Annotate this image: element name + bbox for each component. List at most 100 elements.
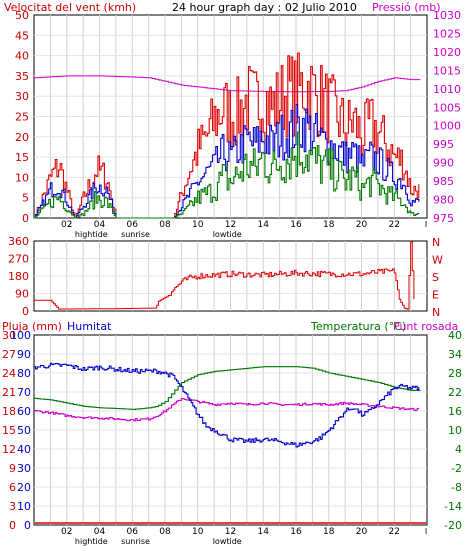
temperature-tick-label: 4: [455, 443, 462, 456]
panel1-wind-axis: 0 5 10 15 20 25 30 35 40 45 50: [15, 9, 29, 225]
temperature-tick-label: -20: [444, 519, 462, 532]
humidity-tick-label: 0: [24, 519, 31, 532]
x-tick-label: 22: [389, 527, 400, 537]
pressure-tick-label: 975: [433, 212, 454, 225]
rain-tick-label: 24: [2, 367, 16, 380]
compass-label: E: [432, 289, 439, 302]
temperature-tick-label: -14: [444, 500, 462, 513]
temperature-tick-label: 22: [448, 386, 462, 399]
pressure-title: Pressió (mb): [372, 1, 441, 14]
pressure-tick-label: 1015: [433, 64, 461, 77]
x-tick-label: 10: [192, 527, 204, 537]
direction-tick-label: 90: [15, 288, 29, 301]
x-tick-label: 08: [159, 220, 171, 230]
rain-tick-label: 18: [2, 405, 16, 418]
temperature-tick-label: -2: [451, 462, 462, 475]
wind-average-line: [34, 104, 420, 219]
compass-label: W: [432, 254, 443, 267]
wind-tick-label: 30: [15, 90, 29, 103]
pressure-tick-label: 1030: [433, 9, 461, 22]
temperature-tick-label: 40: [448, 329, 462, 342]
wind-tick-label: 5: [22, 192, 29, 205]
x-tick-label: 20: [356, 527, 368, 537]
wind-tick-label: 25: [15, 111, 29, 124]
compass-label: N: [432, 306, 440, 319]
wind-tick-label: 40: [15, 50, 29, 63]
x-tick-label: 02: [61, 220, 72, 230]
wind-tick-label: 20: [15, 131, 29, 144]
pressure-tick-label: 990: [433, 157, 454, 170]
x-tick-label: 12: [225, 527, 236, 537]
x-tick-label: 04: [94, 527, 106, 537]
wind-min-line: [34, 131, 420, 219]
pressure-tick-label: 980: [433, 194, 454, 207]
compass-label: N: [432, 236, 440, 249]
x-tick-label: 02: [61, 527, 72, 537]
x-tick-label: 14: [258, 220, 270, 230]
humidity-tick-label: 70: [17, 386, 31, 399]
x-event-label: hightide: [75, 537, 108, 546]
rain-tick-label: 9: [9, 462, 16, 475]
wind-gust-line: [34, 52, 420, 219]
wind-tick-label: 50: [15, 9, 29, 22]
wind-tick-label: 15: [15, 151, 29, 164]
rain-tick-label: 21: [2, 386, 16, 399]
temperature-tick-label: 34: [448, 348, 462, 361]
panel2-series: [34, 241, 415, 310]
dewpoint-line: [34, 398, 420, 422]
x-tick-label: 06: [127, 220, 139, 230]
x-tick-label: I: [425, 527, 427, 536]
pressure-tick-label: 1020: [433, 46, 461, 59]
humidity-tick-label: 80: [17, 367, 31, 380]
panel1-pressure-axis: 975 980 985 990 995 1000 1005 1010 1015 1020 1025 1…: [433, 9, 461, 225]
x-tick-label: 08: [159, 527, 171, 537]
humidity-tick-label: 90: [17, 348, 31, 361]
humidity-title: Humitat: [67, 320, 112, 333]
pressure-line: [34, 75, 421, 93]
rain-tick-label: 3: [9, 500, 16, 513]
pressure-tick-label: 1000: [433, 120, 461, 133]
humidity-tick-label: 10: [17, 500, 31, 513]
direction-tick-label: 360: [8, 235, 29, 248]
direction-tick-label: 270: [8, 253, 29, 266]
wind-direction-line: [34, 241, 415, 310]
panel1-series: [34, 52, 421, 219]
x-tick-label: 06: [127, 527, 139, 537]
x-tick-label: 20: [356, 220, 368, 230]
wind-tick-label: 0: [22, 212, 29, 225]
x-tick-label: 12: [225, 220, 236, 230]
x-tick-label: 16: [290, 527, 302, 537]
x-tick-label: 10: [192, 220, 204, 230]
x-event-label: lowtide: [213, 537, 242, 546]
x-tick-label: 16: [290, 220, 302, 230]
temperature-tick-label: -8: [451, 481, 462, 494]
panel3-temperature-axis: -20 -14 -8 -2 4 10 16 22 28 34 40: [444, 329, 462, 532]
wind-speed-title: Velocitat del vent (kmh): [4, 1, 136, 14]
panel-wind-pressure: Velocitat del vent (kmh) 24 hour graph d…: [4, 1, 461, 239]
dewpoint-title: Punt rosada: [393, 320, 458, 333]
humidity-tick-label: 20: [17, 481, 31, 494]
x-tick-label: 04: [94, 220, 106, 230]
temperature-tick-label: 28: [448, 367, 462, 380]
temperature-tick-label: 10: [448, 424, 462, 437]
wind-tick-label: 45: [15, 29, 29, 42]
x-tick-label: I: [425, 220, 427, 229]
pressure-tick-label: 985: [433, 175, 454, 188]
humidity-tick-label: 100: [10, 329, 31, 342]
x-tick-label: 22: [389, 220, 400, 230]
humidity-tick-label: 60: [17, 405, 31, 418]
rain-tick-label: 12: [2, 443, 16, 456]
direction-tick-label: 180: [8, 270, 29, 283]
x-event-label: hightide: [75, 230, 108, 239]
pressure-tick-label: 1010: [433, 83, 461, 96]
humidity-tick-label: 40: [17, 443, 31, 456]
rain-title: Pluja (mm): [2, 320, 62, 333]
pressure-tick-label: 1025: [433, 27, 461, 40]
pressure-tick-label: 995: [433, 138, 454, 151]
